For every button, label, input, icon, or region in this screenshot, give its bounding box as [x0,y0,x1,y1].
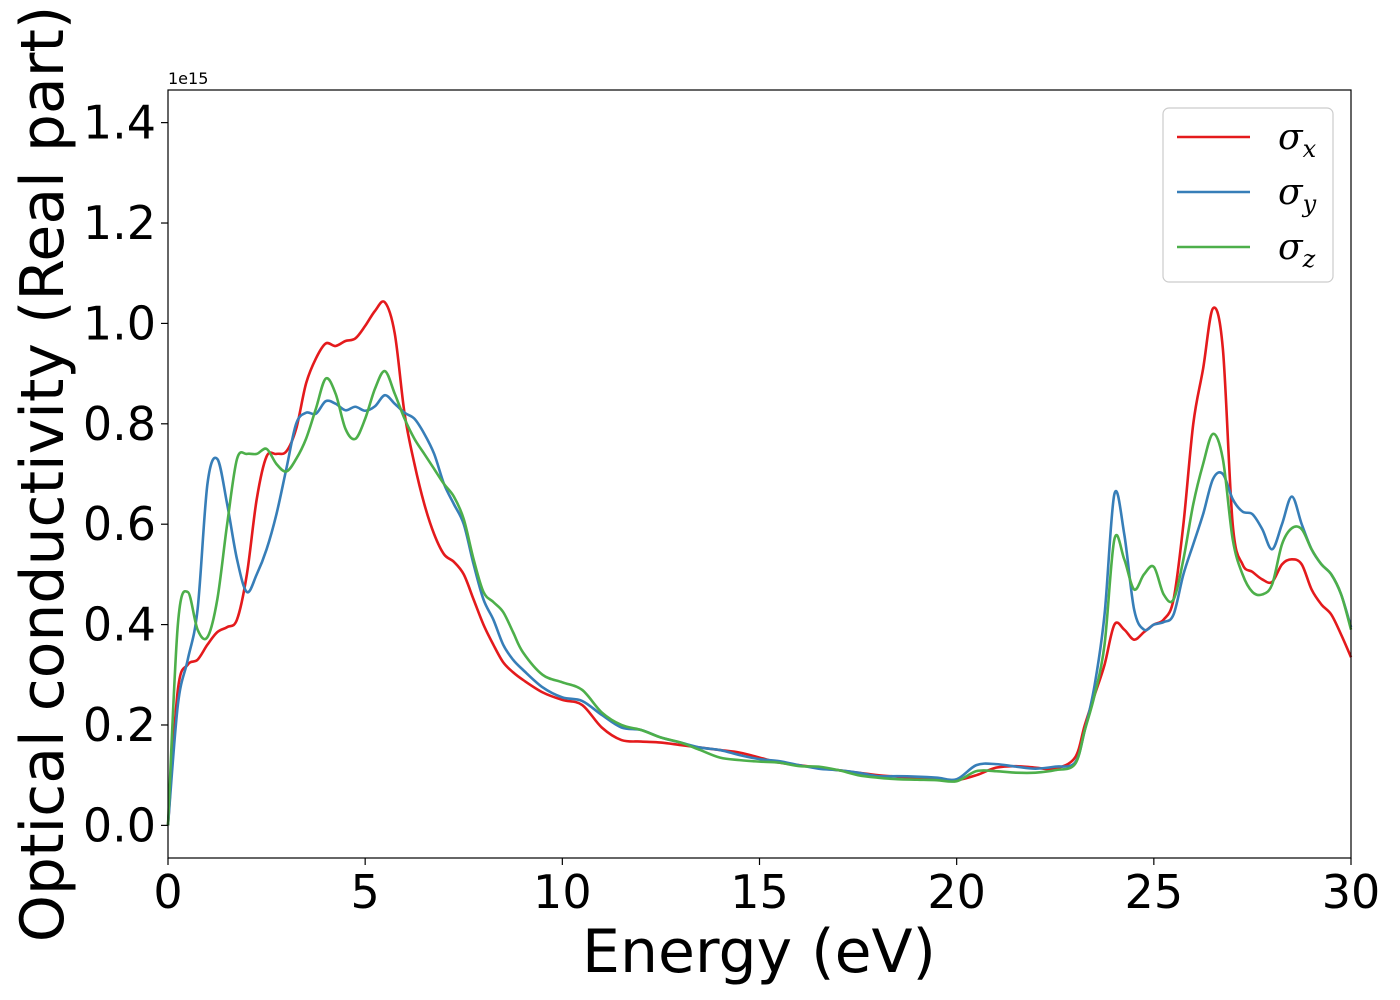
y-tick-label: 1.2 [83,196,156,250]
y-tick-label: 0.8 [83,397,156,451]
legend-label-z: σz [1278,227,1316,273]
x-tick-label: 0 [153,865,182,919]
x-tick-label: 5 [351,865,380,919]
x-tick-label: 15 [730,865,789,919]
y-tick-label: 0.0 [83,798,156,852]
y-tick-label: 0.6 [83,497,156,551]
y-tick-label: 1.4 [83,96,156,150]
x-tick-label: 10 [533,865,592,919]
y-offset-label: 1e15 [168,69,208,88]
legend-label-x: σx [1278,117,1317,163]
x-tick-label: 20 [927,865,986,919]
x-axis-label: Energy (eV) [582,917,936,987]
x-axis-ticks: 0 5 10 15 20 25 30 [153,858,1380,919]
legend-label-y: σy [1278,172,1317,218]
y-tick-label: 0.4 [83,598,156,652]
y-tick-label: 0.2 [83,698,156,752]
legend: σx σy σz [1162,107,1334,283]
series-line-z [166,369,1353,826]
legend-box [1162,107,1334,283]
y-axis-ticks: 0.0 0.2 0.4 0.6 0.8 1.0 1.2 1.4 [83,96,168,852]
plot-lines [166,300,1353,826]
x-tick-label: 30 [1322,865,1381,919]
y-axis-label: Optical conductivity (Real part) [8,6,78,943]
x-tick-label: 25 [1125,865,1184,919]
y-tick-label: 1.0 [83,296,156,350]
